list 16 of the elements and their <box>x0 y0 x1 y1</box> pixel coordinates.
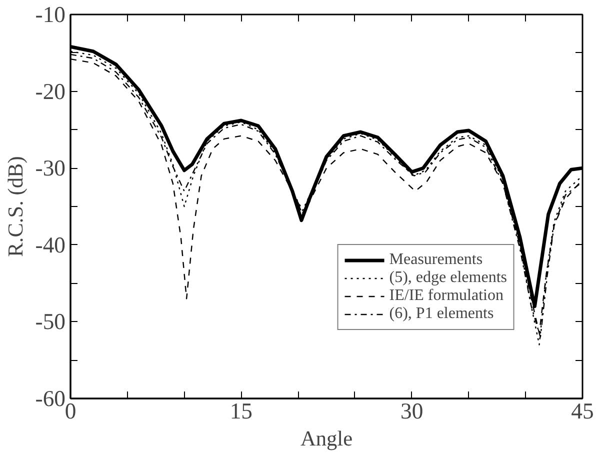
y-axis-title: R.C.S. (dB) <box>3 156 28 257</box>
y-tick-label: -50 <box>35 309 66 334</box>
y-tick-label: -40 <box>35 232 66 258</box>
x-tick-label: 30 <box>400 398 424 424</box>
y-tick-label: -10 <box>35 2 66 27</box>
legend-label: IE/IE formulation <box>389 287 504 305</box>
y-tick-label: -60 <box>35 386 66 411</box>
legend-label: Measurements <box>389 251 483 269</box>
y-tick-label: -20 <box>35 78 66 104</box>
x-tick-label: 45 <box>571 398 594 424</box>
legend-label: (5), edge elements <box>389 269 507 287</box>
y-tick-label: -30 <box>35 156 66 181</box>
x-tick-label: 0 <box>64 398 76 424</box>
x-axis-title: Angle <box>300 426 353 450</box>
x-tick-label: 15 <box>230 398 252 424</box>
legend-label: (6), P1 elements <box>389 305 494 323</box>
